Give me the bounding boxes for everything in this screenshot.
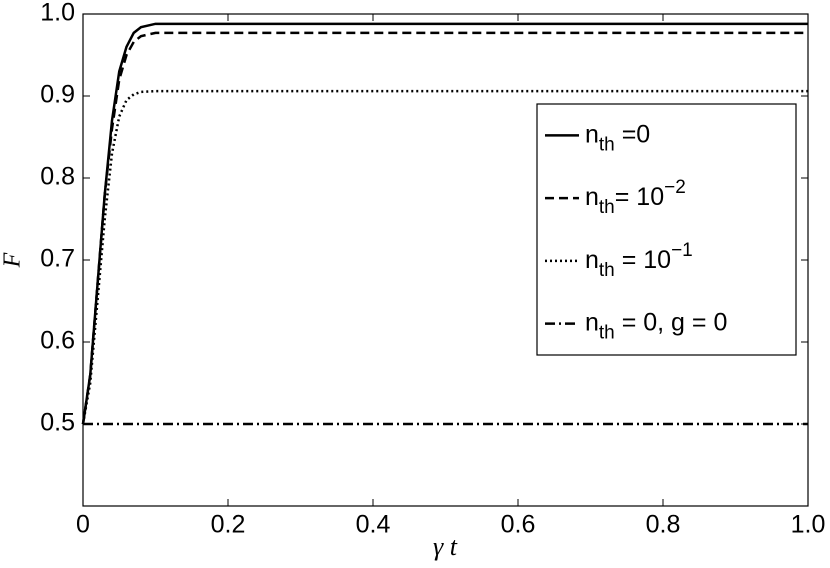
y-axis-label: F [0, 252, 26, 268]
y-tick-label: 0.7 [40, 245, 75, 273]
x-tick-label: 1.0 [791, 511, 826, 539]
y-tick-label: 0.6 [40, 327, 75, 355]
legend-label: nth= 10−2 [585, 177, 686, 218]
legend-label-part: −2 [664, 177, 686, 198]
legend-box [536, 103, 797, 356]
y-tick-label: 0.9 [40, 81, 75, 109]
legend-label: nth = 10−1 [585, 240, 693, 281]
y-tick-label: 1.0 [40, 0, 75, 27]
legend-label: nth =0 [585, 120, 650, 155]
legend-label-part: n [585, 120, 599, 148]
line-series [81, 89, 808, 425]
legend-label-part: = 0, g = 0 [615, 308, 728, 336]
legend-label: nth = 0, g = 0 [585, 308, 727, 343]
y-tick-label: 0.5 [40, 409, 75, 437]
legend-label-part: th [599, 197, 615, 218]
x-tick-label: 0.6 [501, 511, 536, 539]
y-tick-label: 0.8 [40, 163, 75, 191]
x-tick-label: 0.4 [356, 511, 391, 539]
legend-label-part: th [599, 260, 615, 281]
x-tick-label: 0.2 [211, 511, 246, 539]
x-axis-label: γ t [433, 532, 458, 561]
legend-label-part: n [585, 245, 599, 273]
line-series [81, 31, 808, 425]
x-tick-label: 0 [76, 511, 90, 539]
legend-label-part: −1 [671, 240, 693, 261]
legend-label-part: n [585, 308, 599, 336]
legend-label-part: = 10 [615, 245, 671, 273]
legend-label-part: n [585, 183, 599, 211]
legend-label-part: =0 [615, 120, 650, 148]
x-tick-label: 0.8 [646, 511, 681, 539]
legend-label-part: th [599, 134, 615, 155]
legend-label-part: = 10 [615, 183, 664, 211]
legend-label-part: th [599, 323, 615, 344]
